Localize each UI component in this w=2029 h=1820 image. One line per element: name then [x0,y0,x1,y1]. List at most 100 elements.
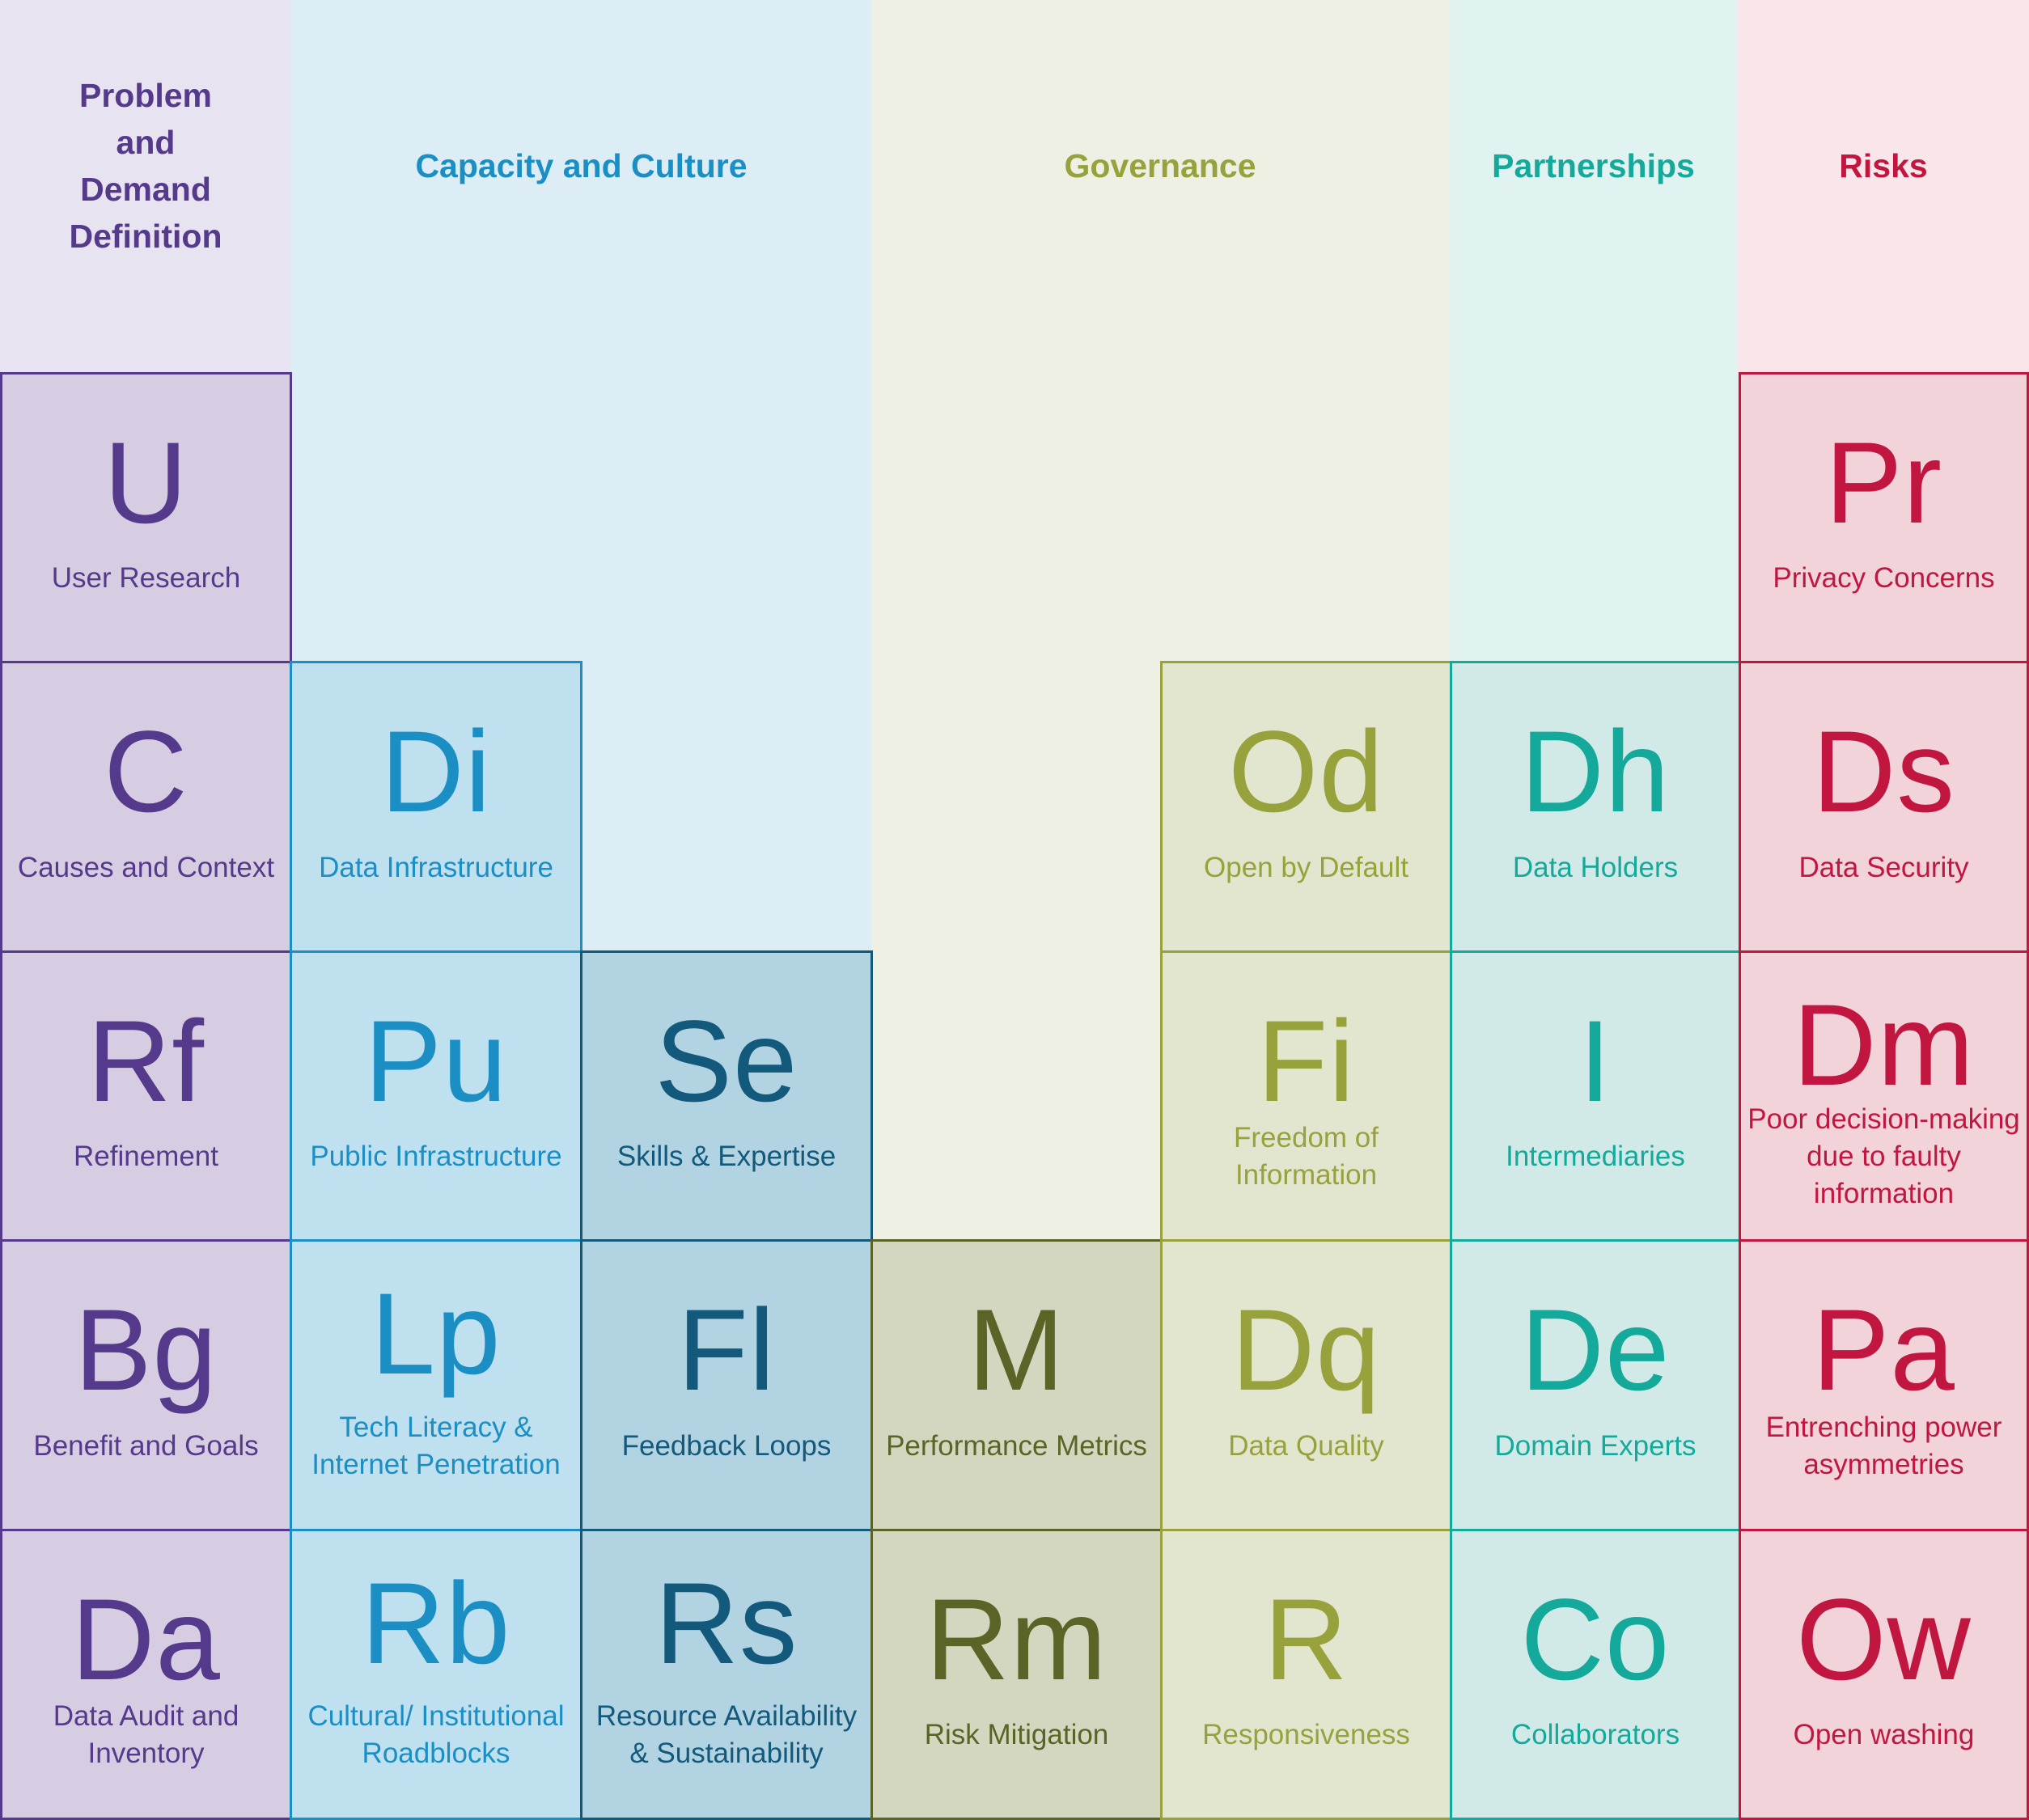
element-symbol: Pu [364,997,508,1126]
element-tile-m: M Performance Metrics [870,1239,1163,1531]
element-tile-rm: Rm Risk Mitigation [870,1529,1163,1820]
element-symbol: Dm [1793,981,1975,1110]
element-label: Collaborators [1455,1678,1735,1792]
element-tile-pa: Pa Entrenching power asymmetries [1739,1239,2029,1531]
element-label-text: Feedback Loops [621,1430,832,1462]
element-label-text: Responsiveness [1202,1719,1410,1750]
element-symbol: Rb [361,1560,511,1688]
element-tile-co: Co Collaborators [1450,1529,1741,1820]
element-label-text: Entrenching power asymmetries [1765,1412,2002,1480]
element-label-text: Refinement [74,1141,218,1172]
element-label-text: Data Security [1798,852,1969,883]
element-label: Public Infrastructure [295,1100,577,1213]
element-label: Privacy Concerns [1744,522,2023,635]
element-label-text: Benefit and Goals [33,1430,259,1462]
element-label-text: Freedom of Information [1234,1122,1379,1191]
element-label-text: Performance Metrics [886,1430,1147,1462]
element-tile-de: De Domain Experts [1450,1239,1741,1531]
element-label-text: Domain Experts [1494,1430,1696,1462]
element-symbol: C [104,708,188,836]
element-symbol: Pr [1825,419,1942,548]
element-tile-rb: Rb Cultural/ Institutional Roadblocks [290,1529,582,1820]
element-tile-i: I Intermediaries [1450,950,1741,1242]
element-label: Risk Mitigation [876,1678,1157,1792]
element-label-text: Data Audit and Inventory [53,1700,239,1769]
column-header-capacity: Capacity and Culture [415,147,748,184]
element-label-text: Data Quality [1228,1430,1384,1462]
element-label: Data Quality [1166,1390,1447,1503]
element-tile-rf: Rf Refinement [0,950,292,1242]
element-label: Skills & Expertise [586,1100,867,1213]
element-label: Cultural/ Institutional Roadblocks [295,1678,577,1792]
element-symbol: Ds [1812,708,1955,836]
element-label-text: Collaborators [1510,1719,1680,1750]
element-tile-dh: Dh Data Holders [1450,661,1741,953]
element-label: Intermediaries [1455,1100,1735,1213]
element-label: Causes and Context [6,811,286,925]
element-symbol: Dq [1231,1286,1381,1415]
element-label: Performance Metrics [876,1390,1157,1503]
element-tile-dm: Dm Poor decision-making due to faulty inf… [1739,950,2029,1242]
column-header-governance: Governance [1064,147,1256,184]
element-tile-lp: Lp Tech Literacy & Internet Penetration [290,1239,582,1531]
element-tile-dq: Dq Data Quality [1160,1239,1452,1531]
element-symbol: Rm [926,1576,1108,1704]
element-tile-r: R Responsiveness [1160,1529,1452,1820]
element-label: Domain Experts [1455,1390,1735,1503]
element-label: Freedom of Information [1166,1100,1447,1213]
element-label-text: Privacy Concerns [1773,562,1995,594]
element-label: Benefit and Goals [6,1390,286,1503]
element-tile-bg: Bg Benefit and Goals [0,1239,292,1531]
element-symbol: Ow [1796,1576,1972,1704]
element-label-text: Cultural/ Institutional Roadblocks [307,1700,565,1769]
element-symbol: Dh [1520,708,1671,836]
element-label: Open washing [1744,1678,2023,1792]
element-label-text: Public Infrastructure [310,1141,562,1172]
element-tile-fl: Fl Feedback Loops [580,1239,873,1531]
element-symbol: Se [654,997,798,1126]
element-symbol: R [1264,1576,1349,1704]
element-symbol: Rf [87,997,205,1126]
element-label-text: Causes and Context [17,852,275,883]
column-header-problem: Problem and Demand Definition [69,77,222,255]
element-tile-rs: Rs Resource Availability & Sustainability [580,1529,873,1820]
element-symbol: Od [1228,708,1384,836]
element-label: Resource Availability & Sustainability [586,1678,867,1792]
element-label: Refinement [6,1100,286,1213]
element-label-text: Intermediaries [1506,1141,1685,1172]
element-label-text: Data Infrastructure [319,852,553,883]
element-label-text: Skills & Expertise [616,1141,837,1172]
element-label: Feedback Loops [586,1390,867,1503]
element-symbol: Pa [1812,1286,1955,1415]
element-label-text: Open by Default [1204,852,1408,883]
element-tile-ow: Ow Open washing [1739,1529,2029,1820]
element-label-text: Data Holders [1512,852,1679,883]
element-tile-ds: Ds Data Security [1739,661,2029,953]
element-label-text: Risk Mitigation [924,1719,1109,1750]
element-label: Poor decision-making due to faulty infor… [1744,1100,2023,1213]
element-label: Data Holders [1455,811,1735,925]
element-tile-da: Da Data Audit and Inventory [0,1529,292,1820]
element-label-text: Resource Availability & Sustainability [595,1700,858,1769]
element-symbol: Di [380,708,492,836]
element-symbol: Da [71,1576,221,1704]
element-tile-c: C Causes and Context [0,661,292,953]
element-label: Responsiveness [1166,1678,1447,1792]
element-symbol: Fl [677,1286,776,1415]
element-tile-od: Od Open by Default [1160,661,1452,953]
element-symbol: Fi [1256,997,1356,1126]
element-symbol: Bg [74,1286,218,1415]
element-tile-di: Di Data Infrastructure [290,661,582,953]
element-label-text: Tech Literacy & Internet Penetration [311,1412,561,1480]
element-tile-fi: Fi Freedom of Information [1160,950,1452,1242]
element-label-text: User Research [51,562,241,594]
element-label: Data Security [1744,811,2023,925]
element-symbol: Lp [371,1270,502,1399]
element-label-text: Open washing [1793,1719,1975,1750]
element-label: Data Audit and Inventory [6,1678,286,1792]
element-symbol: Rs [654,1560,798,1688]
column-header-partnerships: Partnerships [1492,147,1695,184]
element-tile-pr: Pr Privacy Concerns [1739,372,2029,663]
element-tile-u: U User Research [0,372,292,663]
element-label: Open by Default [1166,811,1447,925]
